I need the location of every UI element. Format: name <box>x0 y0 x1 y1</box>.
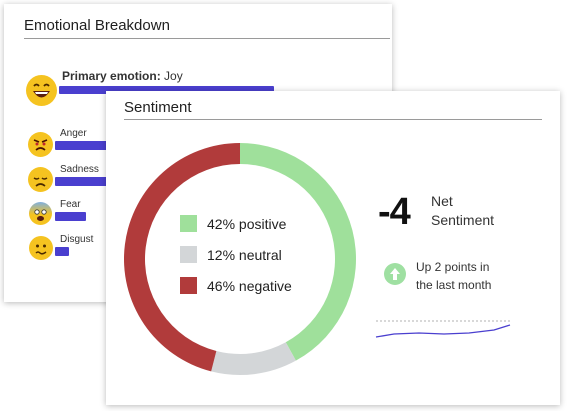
net-label-line2: Sentiment <box>431 212 495 228</box>
legend-swatch-negative <box>180 277 197 294</box>
net-sentiment-label: Net Sentiment <box>431 192 494 230</box>
sentiment-trend-sparkline <box>375 320 511 338</box>
net-label-line1: Net <box>431 193 453 209</box>
angry-face-icon <box>28 132 53 157</box>
joy-face-icon <box>26 75 57 106</box>
donut-slice-negative <box>123 143 240 372</box>
change-line1: Up 2 points in <box>416 260 490 274</box>
sad-face-icon <box>28 167 53 192</box>
primary-emotion-label: Primary emotion: <box>62 69 161 83</box>
emotion-bar-disgust <box>55 247 69 256</box>
disgusted-face-icon <box>29 236 53 260</box>
primary-emotion-bar <box>59 86 274 94</box>
legend-neutral: 12% neutral <box>180 246 282 263</box>
emotional-breakdown-title: Emotional Breakdown <box>24 17 170 34</box>
emotion-label-fear: Fear <box>60 199 81 210</box>
legend-negative: 46% negative <box>180 277 292 294</box>
sentiment-title: Sentiment <box>124 99 192 116</box>
emotional-breakdown-divider <box>24 38 390 39</box>
donut-slice-positive <box>240 143 357 361</box>
emotion-label-sadness: Sadness <box>60 164 99 175</box>
sentiment-donut-chart <box>123 143 357 375</box>
legend-positive: 42% positive <box>180 215 286 232</box>
legend-label-neutral: 12% neutral <box>207 246 282 263</box>
emotion-label-disgust: Disgust <box>60 234 94 245</box>
sentiment-change-text: Up 2 points in the last month <box>416 258 491 294</box>
legend-swatch-positive <box>180 215 197 232</box>
legend-label-positive: 42% positive <box>207 215 287 232</box>
fearful-face-icon <box>29 202 52 225</box>
emotion-bar-sadness <box>55 177 107 186</box>
change-line2: the last month <box>416 278 492 292</box>
emotion-bar-anger <box>55 141 107 150</box>
primary-emotion-value: Joy <box>164 69 183 83</box>
up-arrow-icon <box>384 263 406 285</box>
net-sentiment-value: -4 <box>378 191 411 233</box>
primary-emotion-text: Primary emotion: Joy <box>62 69 183 83</box>
legend-swatch-neutral <box>180 246 197 263</box>
sentiment-divider <box>124 119 542 120</box>
emotion-bar-fear <box>55 212 86 221</box>
donut-slice-neutral <box>211 342 296 375</box>
emotion-label-anger: Anger <box>60 128 87 139</box>
legend-label-negative: 46% negative <box>207 277 292 294</box>
sentiment-card: Sentiment 42% positive 12% neutral 46% n… <box>106 91 560 405</box>
